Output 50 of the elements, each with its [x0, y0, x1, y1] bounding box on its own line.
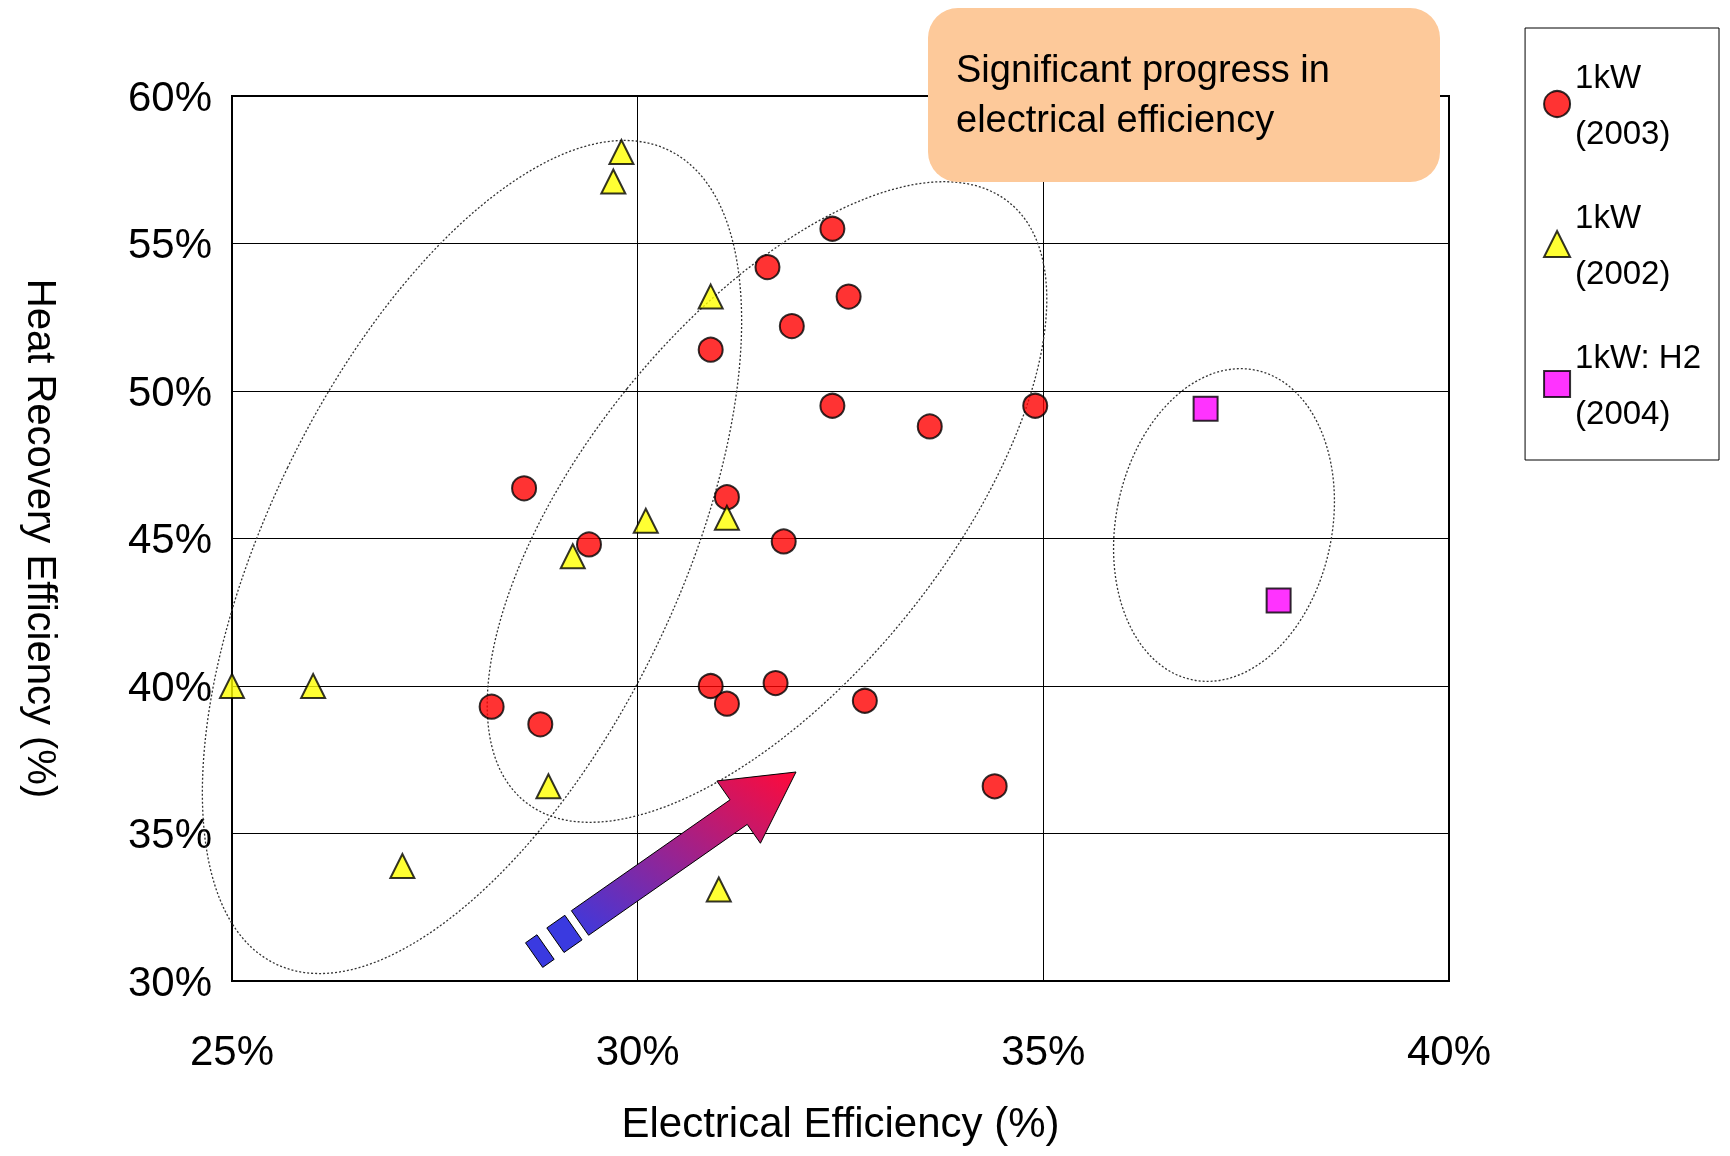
- legend-label: 1kW: H2 (2004): [1575, 337, 1702, 431]
- point: [770, 528, 797, 555]
- point: [576, 531, 602, 558]
- legend-label: 1kW (2003): [1575, 57, 1671, 151]
- legend-label: 1kW (2002): [1575, 197, 1671, 291]
- x-tick-label: 25%: [189, 1026, 275, 1074]
- point: [754, 254, 781, 281]
- y-tick-label: 30%: [127, 957, 212, 1005]
- point: [819, 215, 846, 242]
- annotation: Significant progress in electrical efficiency: [956, 48, 1330, 140]
- x-tick-label: 40%: [1406, 1026, 1492, 1074]
- point: [300, 673, 327, 699]
- point: [527, 711, 554, 738]
- y-axis-title: Heat Recovery Efficiency (%): [20, 278, 64, 799]
- point: [916, 413, 943, 440]
- point: [600, 168, 627, 195]
- point: [819, 392, 846, 419]
- point: [851, 687, 878, 714]
- point: [608, 139, 635, 166]
- point: [219, 673, 245, 699]
- point: [705, 876, 732, 903]
- y-tick-label: 60%: [127, 72, 212, 120]
- point: [713, 690, 740, 717]
- point: [535, 773, 562, 800]
- y-tick-label: 50%: [127, 367, 212, 415]
- callout-box: Significant progress in electrical efficiency: [928, 8, 1440, 182]
- point: [389, 852, 416, 879]
- point: [713, 504, 740, 531]
- point: [697, 673, 724, 699]
- point: [697, 283, 724, 310]
- x-axis-title: Electrical Efficiency (%): [621, 1098, 1060, 1146]
- y-tick-label: 55%: [127, 220, 212, 267]
- point: [632, 507, 659, 534]
- y-tick-label: 40%: [127, 662, 212, 710]
- point: [478, 693, 505, 720]
- point: [981, 773, 1008, 800]
- y-tick-label: 45%: [127, 515, 212, 562]
- point: [713, 484, 740, 511]
- point: [778, 313, 805, 340]
- y-tick-label: 35%: [127, 810, 212, 857]
- point: [762, 670, 789, 697]
- point: [511, 475, 538, 502]
- point: [1192, 395, 1219, 422]
- point: [1022, 392, 1049, 419]
- point: [559, 543, 586, 570]
- x-tick-label: 35%: [1001, 1026, 1086, 1074]
- point: [697, 336, 724, 363]
- point: [1265, 587, 1292, 614]
- x-tick-label: 30%: [595, 1026, 680, 1074]
- point: [835, 283, 862, 310]
